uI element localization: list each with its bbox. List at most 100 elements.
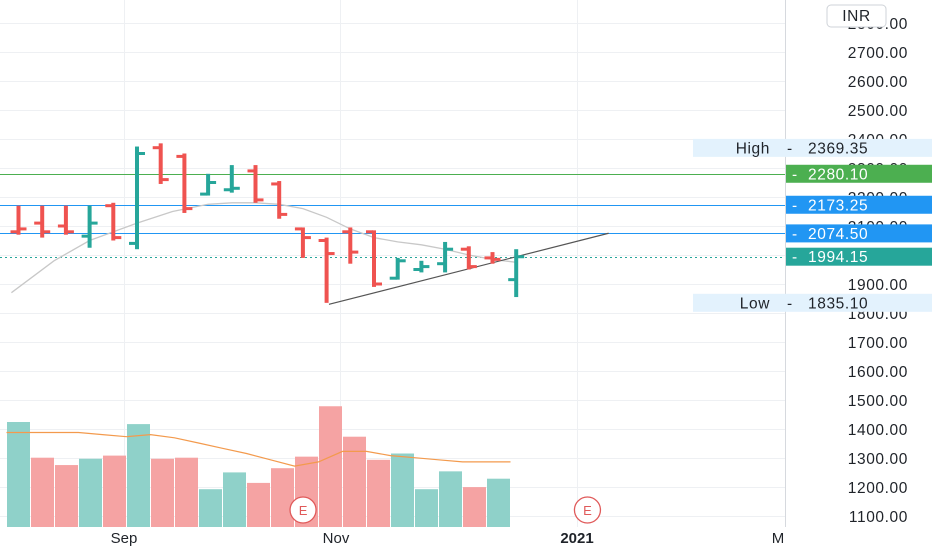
ohlc-bar (10, 205, 27, 235)
price-tick-label: 1100.00 (849, 509, 908, 526)
price-tag-label: 2074.50 (808, 226, 868, 243)
time-tick-label: 2021 (560, 530, 593, 547)
ohlc-bar-close-tick (66, 230, 74, 234)
time-tick-label: Nov (323, 530, 350, 547)
grid (0, 0, 786, 527)
volume-bar (175, 457, 198, 527)
horizontal-lines (0, 174, 785, 258)
price-marker: High -2369.35 (693, 138, 932, 157)
ohlc-bar-close-tick (90, 221, 98, 225)
volume-bar (199, 489, 222, 527)
ohlc-bar (223, 165, 240, 193)
ohlc-bar-close-tick (303, 236, 311, 240)
volume-bar (343, 436, 366, 527)
ohlc-bar-range (229, 165, 234, 193)
moving-average-line (11, 202, 517, 294)
ohlc-bar (508, 249, 525, 298)
price-marker: Low -1835.10 (693, 293, 932, 312)
volume-bar (223, 472, 246, 527)
price-tag: -2074.50 (786, 224, 932, 243)
volume-bar (151, 458, 174, 527)
ohlc-bar-open-tick (413, 268, 421, 271)
ohlc-bar-close-tick (398, 259, 406, 263)
volume-ma-line (6, 431, 511, 467)
ohlc-bar-open-tick (57, 224, 65, 228)
ohlc-bar (152, 143, 169, 184)
currency-badge-box[interactable] (826, 4, 887, 28)
ohlc-bar-close-tick (232, 186, 240, 190)
ohlc-bar-open-tick (484, 256, 492, 260)
ohlc-bar (318, 237, 335, 303)
price-marker-box (693, 293, 932, 312)
ohlc-bar-open-tick (342, 230, 350, 234)
price-tag-box (786, 195, 932, 214)
ohlc-bar-open-tick (318, 239, 326, 242)
ohlc-bar-open-tick (200, 192, 208, 196)
event-marker-label: E (299, 503, 308, 518)
price-tag-dash: - (792, 166, 798, 183)
ohlc-bar-close-tick (422, 265, 430, 269)
price-tag: -1994.15 (786, 247, 932, 266)
ohlc-bar-open-tick (129, 241, 136, 245)
ohlc-bar-close-tick (280, 212, 288, 216)
price-tick-label: 2500.00 (848, 103, 908, 120)
ohlc-bar (105, 202, 122, 241)
time-axis[interactable]: Sep Nov 2021 M (111, 530, 785, 547)
ohlc-bar-close-tick (19, 227, 27, 231)
ohlc-bar-open-tick (223, 188, 231, 192)
ohlc-bar-close-tick (517, 255, 525, 259)
volume-bar (415, 489, 438, 527)
ohlc-bar-range (158, 143, 163, 184)
ohlc-bar-range (300, 227, 305, 258)
ohlc-bar-range (87, 205, 92, 248)
currency-badge[interactable]: INR (826, 4, 887, 28)
ohlc-bar-open-tick (366, 230, 373, 234)
ohlc-bar-close-tick (256, 198, 264, 202)
ohlc-bar (342, 227, 359, 264)
price-tag-dash: - (792, 226, 798, 243)
ohlc-bar-range (348, 227, 353, 264)
ohlc-bar-open-tick (389, 276, 397, 280)
ohlc-bar (176, 153, 193, 213)
price-marker-name: Low (740, 295, 770, 312)
time-tick-label: Sep (111, 530, 138, 547)
volume-bar (7, 422, 30, 527)
price-marker-box (693, 138, 932, 157)
price-tick-label: 1900.00 (848, 277, 908, 294)
ohlc-bar (413, 260, 430, 273)
volume-bar (103, 455, 126, 527)
ohlc-bar-close-tick (469, 265, 477, 269)
volume-bar (463, 487, 486, 527)
ohlc-bar (271, 181, 288, 219)
volume-bar (127, 424, 150, 527)
price-axis[interactable]: 2800.002700.002600.002500.002400.002300.… (848, 16, 908, 526)
ohlc-bar-range (466, 246, 471, 270)
event-marker-circle (573, 496, 602, 524)
event-marker-circle (289, 496, 317, 524)
ohlc-bar-close-tick (493, 257, 501, 261)
price-tag-dash: - (792, 249, 798, 266)
ohlc-bar-range (395, 257, 400, 280)
price-tick-label: 1500.00 (848, 393, 908, 410)
price-tick-label: 1400.00 (848, 422, 908, 439)
ohlc-bar (437, 241, 454, 273)
volume-bar (55, 465, 78, 527)
ohlc-bar-close-tick (161, 178, 169, 182)
ohlc-bar-range (253, 165, 258, 203)
ohlc-bar-close-tick (327, 252, 335, 256)
ohlc-bar (34, 205, 51, 238)
price-tick-label: 2700.00 (848, 45, 908, 62)
ohlc-bar (247, 165, 264, 203)
ohlc-bar-range (419, 260, 424, 273)
event-marker: E (289, 496, 317, 524)
ohlc-bar-open-tick (34, 221, 42, 225)
ohlc-bar (57, 205, 74, 235)
volume-bar (271, 468, 294, 527)
ohlc-bar (129, 146, 145, 250)
ohlc-bar-range (490, 252, 495, 264)
ohlc-bar (294, 227, 311, 258)
ohlc-bar-range (111, 202, 116, 241)
volume-bar (439, 471, 462, 527)
event-marker: E (573, 496, 602, 524)
